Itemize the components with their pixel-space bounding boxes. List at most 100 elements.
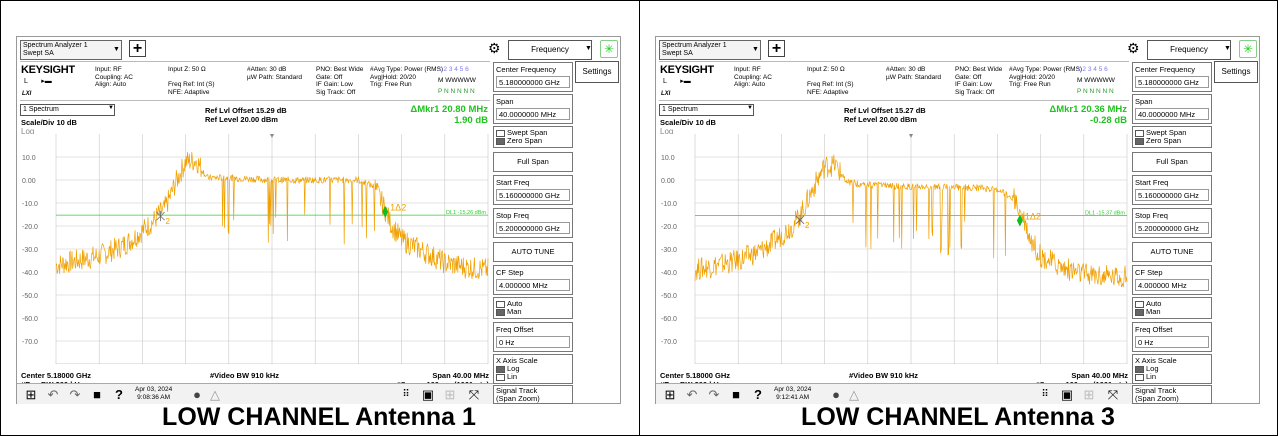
screen-tab-name: Spectrum Analyzer 1 [23,42,88,49]
window-layout-icon[interactable]: ⊞ [1083,387,1095,402]
cf-step-mode-radio[interactable]: Auto Man [1132,297,1212,319]
screen-tab-mode: Swept SA [23,50,54,57]
x-axis-scale-key[interactable]: X Axis Scale Log Lin [1132,354,1212,384]
cf-step-mode-radio[interactable]: Auto Man [493,297,573,319]
message-icon[interactable]: ● [193,387,201,402]
screen-tab[interactable]: Spectrum Analyzer 1 Swept SA [659,40,761,60]
x-axis-scale-key[interactable]: X Axis Scale Log Lin [493,354,573,384]
mode-menu-label: Frequency [1170,45,1208,54]
span-key[interactable]: Span 40.0000000 MHz [1132,94,1212,124]
chevron-down-icon[interactable]: ▼ [752,46,759,53]
chevron-down-icon[interactable]: ▼ [1224,45,1231,52]
gear-icon[interactable]: ⚙ [1127,40,1140,56]
hdr-avg-0: #Avg Type: Power (RMS) [1009,66,1083,73]
side-zero-span: Zero Span [1146,136,1182,145]
signal-track-key[interactable]: Signal Track (Span Zoom) [493,385,573,404]
cf-step-key[interactable]: CF Step 4.000000 MHz [1132,265,1212,295]
side-auto: Auto [507,299,523,308]
span-mode-radio[interactable]: Swept Span Zero Span [493,126,573,148]
stop-freq-key[interactable]: Stop Freq 5.200000000 GHz [493,208,573,238]
chevron-down-icon[interactable]: ▼ [113,46,120,53]
stop-freq-key[interactable]: Stop Freq 5.200000000 GHz [1132,208,1212,238]
meas-bar[interactable]: KEYSIGHT L ▸▬ LXI Input: RF Coupling: AC A… [20,61,490,101]
marker-1-label: 1Δ2 [1025,211,1041,221]
undo-icon[interactable]: ↶ [686,387,698,402]
settings-label: Settings [582,67,612,76]
video-bw-readout: #Video BW 910 kHz [210,371,280,380]
touch-icon[interactable]: ▣ [421,387,435,402]
full-span-button[interactable]: Full Span [493,152,573,172]
ref-level: Ref Level 20.00 dBm [205,115,278,124]
center-frequency-key[interactable]: Center Frequency 5.180000000 GHz [1132,62,1212,92]
side-signal-track: Signal Track [496,386,538,395]
hdr-pno-col: PNO: Best Wide Gate: Off IF Gain: Low Sig T… [316,66,363,96]
add-screen-button[interactable]: + [129,40,146,57]
mode-menu[interactable]: Frequency [508,40,592,60]
freq-offset-key[interactable]: Freq Offset 0 Hz [493,322,573,352]
freq-offset-key[interactable]: Freq Offset 0 Hz [1132,322,1212,352]
mode-menu[interactable]: Frequency [1147,40,1231,60]
hdr-pno-3: Sig Track: Off [955,88,995,96]
windows-icon[interactable]: ⊞ [25,387,37,402]
hdr-input-0: Input: RF [734,66,761,73]
warning-icon[interactable]: △ [210,387,220,402]
hdr-input-0: Input: RF [95,66,122,73]
trace-window[interactable]: 1 Spectrum ▼ Ref Lvl Offset 15.29 dB Ref … [20,104,490,372]
redo-icon[interactable]: ↷ [708,387,720,402]
help-icon[interactable]: ? [754,387,762,402]
chevron-down-icon[interactable]: ▼ [585,45,592,52]
auto-tune-button[interactable]: AUTO TUNE [1132,242,1212,262]
start-freq-key[interactable]: Start Freq 5.160000000 GHz [1132,175,1212,205]
marker-1-symbol [1016,214,1023,227]
keypad-icon[interactable]: ⠿ [1041,389,1049,400]
auto-tune-button[interactable]: AUTO TUNE [493,242,573,262]
keypad-icon[interactable]: ⠿ [402,389,410,400]
gear-icon[interactable]: ⚙ [488,40,501,56]
message-icon[interactable]: ● [832,387,840,402]
settings-button[interactable]: Settings [575,61,619,83]
hdr-input-2: Align: Auto [95,81,127,88]
redo-icon[interactable]: ↷ [69,387,81,402]
center-frequency-key[interactable]: Center Frequency 5.180000000 GHz [493,62,573,92]
windows-icon[interactable]: ⊞ [664,387,676,402]
span-mode-radio[interactable]: Swept Span Zero Span [1132,126,1212,148]
y-tick-label: 10.0 [22,155,36,162]
warning-icon[interactable]: △ [849,387,859,402]
chevron-down-icon[interactable]: ▼ [108,105,114,111]
cf-step-key[interactable]: CF Step 4.000000 MHz [493,265,573,295]
undo-icon[interactable]: ↶ [47,387,59,402]
signal-track-key[interactable]: Signal Track (Span Zoom) [1132,385,1212,404]
stop-freq-value: 5.200000000 GHz [1135,222,1209,234]
side-swept-span: Swept Span [1146,128,1187,137]
y-tick-label: -30.0 [22,247,38,254]
full-span-button[interactable]: Full Span [1132,152,1212,172]
settings-button[interactable]: Settings [1214,61,1258,83]
touch-icon[interactable]: ▣ [1060,387,1074,402]
trace-window[interactable]: 1 Spectrum ▼ Ref Lvl Offset 15.27 dB Ref … [659,104,1129,372]
help-icon[interactable]: ? [115,387,123,402]
analyzer-screen: Spectrum Analyzer 1 Swept SA ▼ + ⚙ Freque… [16,36,621,404]
hdr-avg-col: #Avg Type: Power (RMS) Avg|Hold: 20/20 Tri… [370,66,443,89]
spectrum-plot[interactable]: 10.0 0.00 -10.0 -20.0 -30.0 -40.0 -50.0 -60.0 -7… [659,134,1129,364]
maximize-icon[interactable]: ⤧ [1107,387,1119,402]
span-value: 40.0000000 MHz [1135,108,1209,120]
folder-icon[interactable]: ■ [732,387,740,402]
start-freq-key[interactable]: Start Freq 5.160000000 GHz [493,175,573,205]
spectrum-select[interactable]: 1 Spectrum [20,104,115,116]
center-caret [909,134,913,138]
window-layout-icon[interactable]: ⊞ [444,387,456,402]
folder-icon[interactable]: ■ [93,387,101,402]
spectrum-select[interactable]: 1 Spectrum [659,104,754,116]
screen-tab[interactable]: Spectrum Analyzer 1 Swept SA [20,40,122,60]
hdr-atten-0: #Atten: 30 dB [886,66,926,73]
maximize-icon[interactable]: ⤧ [468,387,480,402]
spectrum-plot[interactable]: 10.0 0.00 -10.0 -20.0 -30.0 -40.0 -50.0 -60.0 -7… [20,134,490,364]
meas-bar[interactable]: KEYSIGHT L ▸▬ LXI Input: RF Coupling: AC A… [659,61,1129,101]
add-screen-button[interactable]: + [768,40,785,57]
side-auto-tune: AUTO TUNE [1150,247,1194,256]
side-freq-offset-label: Freq Offset [496,325,534,334]
span-key[interactable]: Span 40.0000000 MHz [493,94,573,124]
chevron-down-icon[interactable]: ▼ [747,105,753,111]
start-freq-value: 5.160000000 GHz [496,189,570,201]
y-tick-label: 0.00 [661,178,675,185]
